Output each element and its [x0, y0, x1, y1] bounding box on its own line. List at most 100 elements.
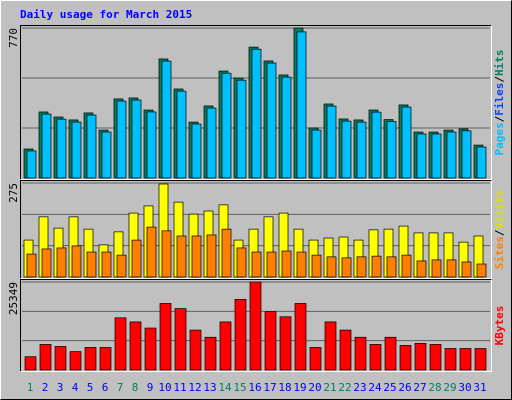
side-label-part: Pages [493, 122, 506, 155]
x-tick-label: 13 [203, 381, 216, 394]
bar [234, 299, 247, 371]
bar [204, 336, 217, 371]
bar [296, 31, 307, 179]
bar [219, 321, 232, 371]
bar [264, 311, 277, 371]
bar [416, 133, 427, 179]
bevel [20, 25, 492, 180]
bar [311, 254, 322, 278]
bar [371, 255, 382, 278]
bar [249, 281, 262, 371]
bar [116, 254, 127, 278]
side-label: Sites/Visits [493, 190, 506, 270]
bar [476, 146, 487, 179]
bar [416, 260, 427, 278]
bar [386, 121, 397, 179]
bar [459, 348, 472, 371]
bar [174, 308, 187, 371]
side-label-part: / [493, 115, 506, 122]
bar [461, 261, 472, 278]
bar [251, 251, 262, 278]
bar [236, 247, 247, 278]
bar [356, 256, 367, 278]
bar [86, 251, 97, 278]
bevel [20, 25, 492, 180]
x-tick-label: 24 [368, 381, 382, 394]
bar [191, 123, 202, 179]
x-tick-label: 14 [218, 381, 232, 394]
x-tick-label: 28 [428, 381, 441, 394]
x-tick-label: 25 [383, 381, 396, 394]
x-tick-label: 3 [57, 381, 64, 394]
bar [341, 257, 352, 278]
bar [146, 226, 157, 278]
bar [176, 90, 187, 179]
bar [41, 113, 52, 179]
bevel [20, 279, 492, 372]
bar [311, 129, 322, 179]
bar [129, 321, 142, 371]
x-tick-label: 31 [473, 381, 486, 394]
bevel [20, 180, 492, 279]
side-label: Pages/Files/Hits [493, 50, 506, 156]
bar [431, 259, 442, 278]
bar [84, 347, 97, 371]
bar [189, 329, 202, 371]
bar [281, 250, 292, 278]
bar [159, 303, 172, 371]
bar [131, 239, 142, 278]
x-tick-label: 29 [443, 381, 456, 394]
bar [399, 345, 412, 371]
bar [266, 251, 277, 278]
bar [354, 336, 367, 371]
bar [356, 121, 367, 179]
bar [444, 348, 457, 371]
bar [474, 348, 487, 371]
x-tick-label: 19 [293, 381, 306, 394]
bar [461, 130, 472, 179]
bar [431, 133, 442, 179]
bar [339, 329, 352, 371]
bar [69, 351, 82, 371]
x-tick-label: 21 [323, 381, 336, 394]
bar [294, 303, 307, 371]
bar [144, 327, 157, 371]
bar [56, 118, 67, 179]
x-tick-label: 7 [117, 381, 124, 394]
side-label-part: Files [493, 83, 506, 116]
bar [56, 247, 67, 278]
side-label-part: Hits [493, 50, 506, 77]
x-tick-label: 11 [173, 381, 186, 394]
y-tick-label: 770 [7, 28, 20, 48]
x-tick-label: 22 [338, 381, 351, 394]
x-tick-label: 6 [102, 381, 109, 394]
bar [24, 356, 37, 371]
bar [131, 99, 142, 179]
chart-title: Daily usage for March 2015 [20, 8, 192, 21]
bar [26, 150, 37, 179]
bar [206, 107, 217, 179]
bar [371, 111, 382, 179]
bar [236, 79, 247, 179]
bar [326, 105, 337, 179]
bar [446, 259, 457, 278]
side-label-part: Sites [493, 236, 506, 269]
y-tick-label: 275 [7, 183, 20, 203]
bar [146, 111, 157, 179]
y-tick-label: 25349 [7, 282, 20, 315]
x-tick-label: 23 [353, 381, 366, 394]
x-tick-label: 18 [278, 381, 291, 394]
bar [414, 343, 427, 371]
bar [401, 254, 412, 278]
x-tick-label: 26 [398, 381, 411, 394]
bar [71, 245, 82, 278]
bar [326, 256, 337, 278]
bar [296, 251, 307, 278]
bar [476, 263, 487, 278]
x-tick-label: 4 [72, 381, 79, 394]
side-label-part: KBytes [493, 306, 506, 346]
x-tick-label: 5 [87, 381, 94, 394]
bar [161, 60, 172, 179]
